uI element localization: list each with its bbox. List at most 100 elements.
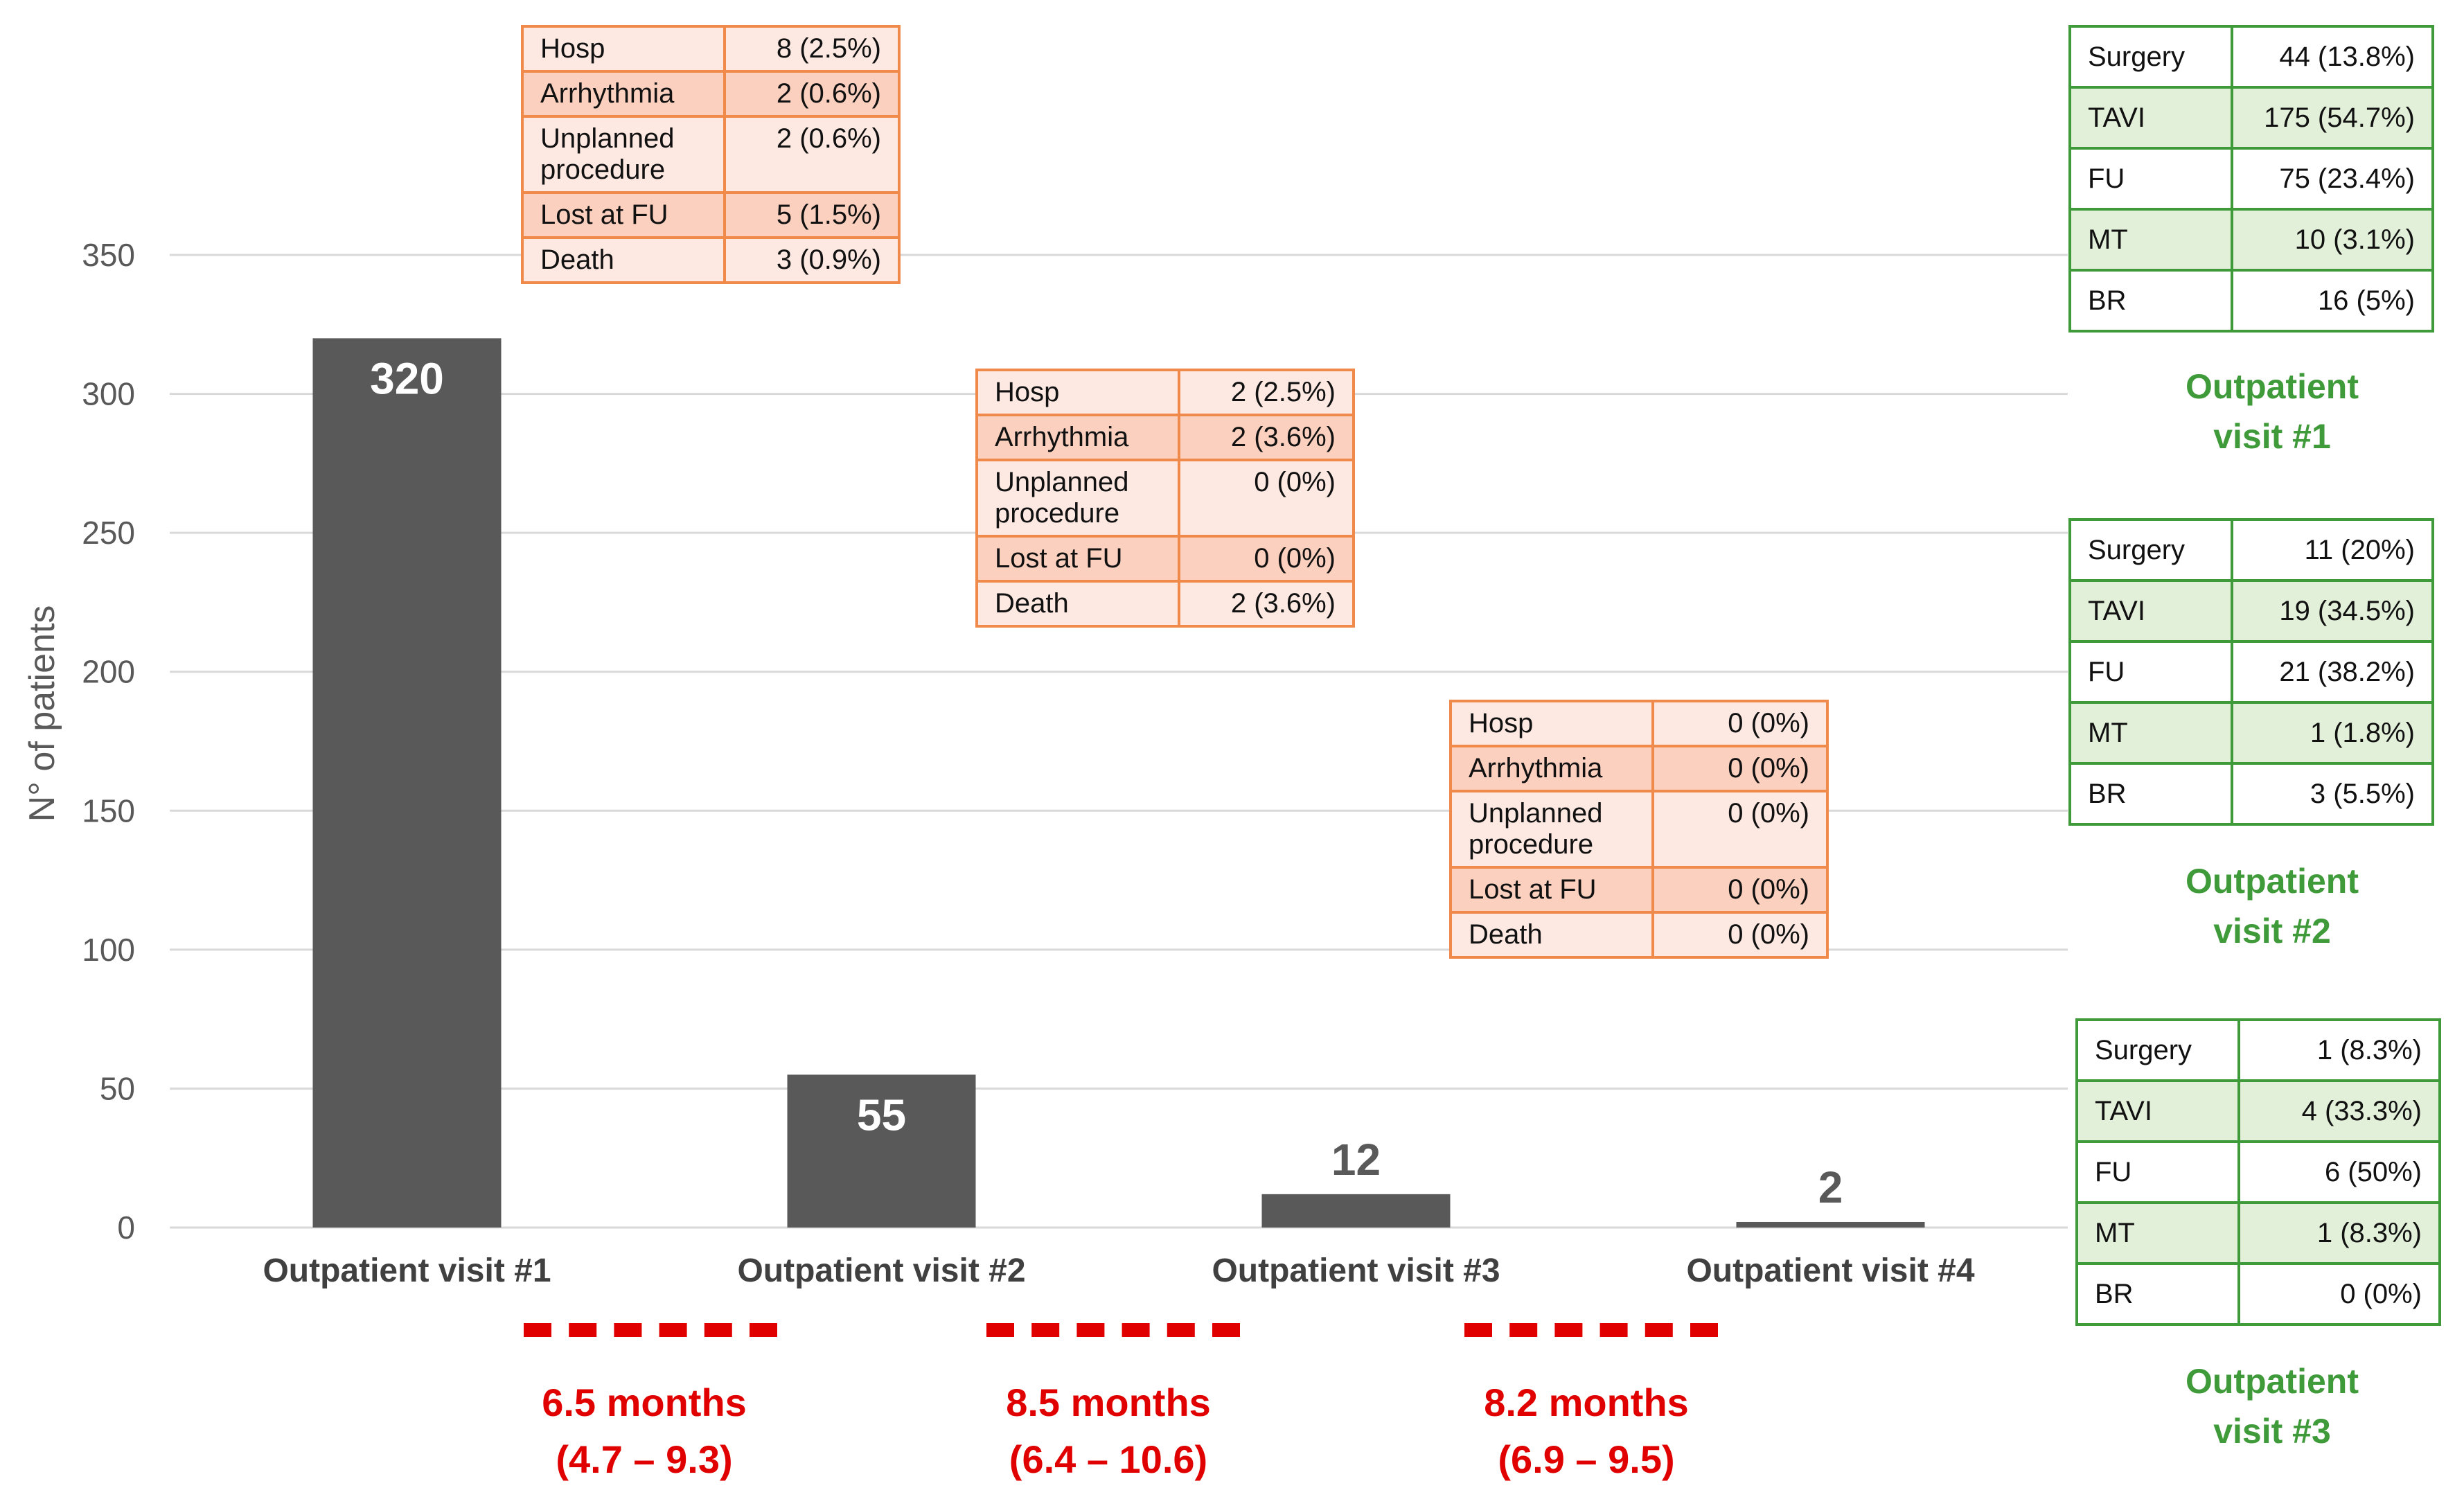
row-value: 2 (0.6%) xyxy=(723,115,901,194)
caption-line: Outpatient xyxy=(2186,1362,2359,1401)
y-tick-label: 0 xyxy=(117,1210,135,1246)
outcome-caption-1: Outpatient visit #1 xyxy=(2092,362,2452,461)
row-value: 21 (38.2%) xyxy=(2231,640,2434,704)
row-label: Lost at FU xyxy=(521,191,726,239)
outcome-table-3: Surgery 1 (8.3%) TAVI 4 (33.3%) FU 6 (50%) … xyxy=(2075,1018,2441,1326)
table-row: Unplanned procedure 0 (0%) xyxy=(975,459,1355,538)
row-value: 10 (3.1%) xyxy=(2231,208,2434,272)
table-row: MT 1 (1.8%) xyxy=(2068,701,2434,765)
row-value: 2 (0.6%) xyxy=(723,70,901,118)
row-value: 3 (5.5%) xyxy=(2231,762,2434,826)
row-value: 5 (1.5%) xyxy=(723,191,901,239)
row-label: Unplanned procedure xyxy=(521,115,726,194)
row-label: Hosp xyxy=(521,25,726,73)
row-label: Arrhythmia xyxy=(1449,745,1654,792)
interval-dash-2 xyxy=(986,1323,1240,1337)
bar-value-label: 55 xyxy=(857,1090,906,1140)
event-table-2: Hosp 2 (2.5%) Arrhythmia 2 (3.6%) Unplanne… xyxy=(975,369,1355,628)
row-value: 16 (5%) xyxy=(2231,269,2434,333)
row-label: Surgery xyxy=(2068,518,2233,582)
event-table-3: Hosp 0 (0%) Arrhythmia 0 (0%) Unplanned pr… xyxy=(1449,700,1829,959)
outcome-caption-2: Outpatient visit #2 xyxy=(2092,856,2452,956)
y-tick-label: 250 xyxy=(82,515,135,551)
row-value: 0 (0%) xyxy=(1651,911,1829,959)
table-row: Surgery 1 (8.3%) xyxy=(2075,1018,2441,1082)
table-row: TAVI 19 (34.5%) xyxy=(2068,579,2434,643)
row-value: 6 (50%) xyxy=(2237,1140,2441,1204)
interval-dash-3 xyxy=(1464,1323,1718,1337)
row-label: FU xyxy=(2068,640,2233,704)
x-tick-label: Outpatient visit #2 xyxy=(737,1252,1025,1289)
table-row: Arrhythmia 2 (0.6%) xyxy=(521,70,901,118)
event-table-1: Hosp 8 (2.5%) Arrhythmia 2 (0.6%) Unplanne… xyxy=(521,25,901,284)
row-label: Lost at FU xyxy=(975,535,1180,583)
row-value: 1 (8.3%) xyxy=(2237,1018,2441,1082)
row-value: 0 (0%) xyxy=(2237,1262,2441,1326)
y-tick-label: 100 xyxy=(82,932,135,968)
row-label: TAVI xyxy=(2068,579,2233,643)
row-value: 8 (2.5%) xyxy=(723,25,901,73)
row-value: 2 (3.6%) xyxy=(1178,580,1355,628)
table-row: Death 0 (0%) xyxy=(1449,911,1829,959)
caption-line: visit #2 xyxy=(2213,912,2331,950)
bar-value-label: 2 xyxy=(1818,1162,1843,1212)
x-tick-label: Outpatient visit #3 xyxy=(1212,1252,1500,1289)
row-value: 175 (54.7%) xyxy=(2231,86,2434,150)
y-axis-title: N° of patients xyxy=(22,605,62,822)
interval-label-3: 8.2 months (6.9 – 9.5) xyxy=(1406,1374,1766,1488)
x-tick-label: Outpatient visit #4 xyxy=(1686,1252,1974,1289)
row-label: Hosp xyxy=(1449,700,1654,747)
table-row: Surgery 11 (20%) xyxy=(2068,518,2434,582)
row-label: FU xyxy=(2068,147,2233,211)
table-row: BR 3 (5.5%) xyxy=(2068,762,2434,826)
row-label: Unplanned procedure xyxy=(1449,790,1654,869)
row-value: 19 (34.5%) xyxy=(2231,579,2434,643)
caption-line: Outpatient xyxy=(2186,367,2359,406)
row-label: MT xyxy=(2068,701,2233,765)
row-label: Lost at FU xyxy=(1449,866,1654,914)
interval-median: 8.2 months xyxy=(1484,1381,1689,1424)
table-row: Arrhythmia 0 (0%) xyxy=(1449,745,1829,792)
table-row: Hosp 0 (0%) xyxy=(1449,700,1829,747)
table-row: Lost at FU 0 (0%) xyxy=(1449,866,1829,914)
interval-label-2: 8.5 months (6.4 – 10.6) xyxy=(928,1374,1288,1488)
x-tick-label: Outpatient visit #1 xyxy=(263,1252,551,1289)
row-label: Surgery xyxy=(2068,25,2233,89)
table-row: Death 3 (0.9%) xyxy=(521,236,901,284)
row-label: MT xyxy=(2075,1201,2240,1265)
outcome-table-2: Surgery 11 (20%) TAVI 19 (34.5%) FU 21 (38.… xyxy=(2068,518,2434,826)
row-value: 0 (0%) xyxy=(1651,866,1829,914)
row-label: Hosp xyxy=(975,369,1180,416)
row-label: Death xyxy=(975,580,1180,628)
table-row: Lost at FU 5 (1.5%) xyxy=(521,191,901,239)
row-value: 0 (0%) xyxy=(1178,535,1355,583)
table-row: TAVI 4 (33.3%) xyxy=(2075,1079,2441,1143)
row-label: MT xyxy=(2068,208,2233,272)
y-tick-label: 50 xyxy=(100,1070,135,1106)
row-value: 4 (33.3%) xyxy=(2237,1079,2441,1143)
row-value: 0 (0%) xyxy=(1651,745,1829,792)
outcome-caption-3: Outpatient visit #3 xyxy=(2092,1356,2452,1456)
row-value: 2 (3.6%) xyxy=(1178,414,1355,461)
row-label: BR xyxy=(2068,762,2233,826)
interval-range: (6.9 – 9.5) xyxy=(1498,1437,1675,1481)
caption-line: visit #1 xyxy=(2213,417,2331,456)
caption-line: visit #3 xyxy=(2213,1412,2331,1451)
bar-1 xyxy=(312,338,502,1228)
interval-label-1: 6.5 months (4.7 – 9.3) xyxy=(464,1374,824,1488)
caption-line: Outpatient xyxy=(2186,862,2359,901)
interval-range: (6.4 – 10.6) xyxy=(1009,1437,1208,1481)
table-row: FU 21 (38.2%) xyxy=(2068,640,2434,704)
table-row: Unplanned procedure 0 (0%) xyxy=(1449,790,1829,869)
y-tick-label: 350 xyxy=(82,237,135,273)
row-value: 1 (8.3%) xyxy=(2237,1201,2441,1265)
row-label: Surgery xyxy=(2075,1018,2240,1082)
row-label: Death xyxy=(521,236,726,284)
row-value: 44 (13.8%) xyxy=(2231,25,2434,89)
interval-range: (4.7 – 9.3) xyxy=(556,1437,733,1481)
bar-3 xyxy=(1261,1194,1451,1228)
table-row: Death 2 (3.6%) xyxy=(975,580,1355,628)
row-label: Arrhythmia xyxy=(975,414,1180,461)
